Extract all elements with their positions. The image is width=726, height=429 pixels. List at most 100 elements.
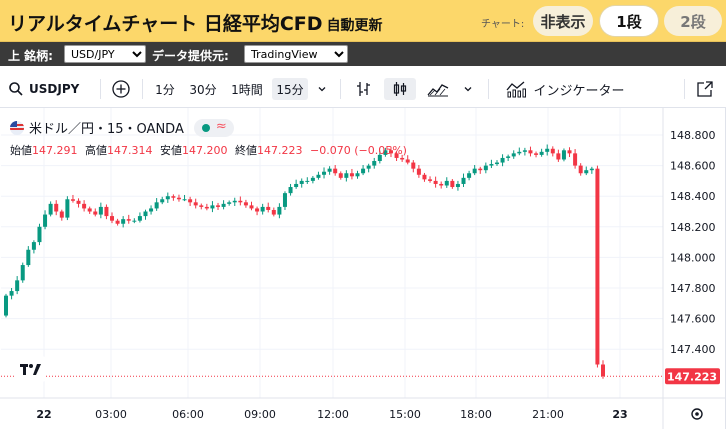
provider-select[interactable]: TradingView: [244, 45, 348, 63]
candle-body: [428, 179, 433, 181]
indicators-icon: [506, 81, 527, 98]
candle-body: [489, 164, 494, 166]
symbol-select[interactable]: USD/JPY: [64, 45, 146, 63]
open-value: 147.291: [32, 144, 78, 157]
toolbar-divider: [100, 79, 101, 99]
toolbar-divider: [340, 79, 341, 99]
x-tick-label: 22: [36, 408, 51, 421]
indicators-button[interactable]: インジケーター: [498, 78, 632, 100]
candle-body: [243, 202, 248, 206]
toolbar-divider: [684, 79, 685, 99]
candle-body: [305, 180, 310, 182]
chart-mode-label: チャート:: [481, 19, 525, 30]
interval-30m[interactable]: 30分: [189, 82, 217, 97]
legend-symbol-title: 米ドル／円・15・OANDA: [29, 122, 184, 137]
market-status-pill[interactable]: ≈: [193, 118, 234, 137]
candle-body: [394, 153, 399, 158]
one-row-button[interactable]: 1段: [600, 6, 658, 36]
candle-body: [439, 183, 444, 186]
candle-body: [349, 173, 354, 177]
candle-body: [511, 153, 516, 157]
candle-body: [455, 183, 460, 188]
candle-body: [271, 209, 276, 215]
candle-body: [595, 168, 600, 365]
candle-body: [277, 206, 282, 215]
candle-body: [87, 208, 92, 212]
candle-body: [601, 364, 605, 377]
selector-bar: 上 銘柄: USD/JPY データ提供元: TradingView: [0, 42, 726, 66]
search-icon: [9, 82, 23, 96]
y-tick-label: 148.800: [670, 129, 716, 142]
tradingview-logo-icon: [23, 364, 26, 375]
toolbar-divider: [488, 79, 489, 99]
candle-body: [472, 168, 477, 174]
candle-body: [255, 208, 260, 212]
interval-1m[interactable]: 1分: [155, 82, 175, 97]
low-value: 147.200: [182, 144, 228, 157]
chart-toolbar: USDJPY 1分 30分 1時間 15分 インジケーター: [0, 70, 726, 108]
candle-body: [76, 200, 81, 204]
open-label: 始値: [10, 144, 32, 157]
candle-body: [154, 202, 159, 209]
y-tick-label: 148.600: [670, 160, 716, 173]
candle-body: [54, 203, 59, 212]
candle-body: [405, 159, 410, 163]
candle-body: [483, 165, 488, 171]
interval-1h[interactable]: 1時間: [231, 82, 263, 97]
candle-body: [4, 295, 8, 316]
candle-body: [450, 180, 455, 188]
candle-body: [467, 173, 472, 178]
tradingview-logo-icon: [29, 364, 33, 368]
auto-update-label: 自動更新: [326, 18, 383, 34]
two-row-button[interactable]: 2段: [664, 6, 722, 36]
candle-body: [355, 173, 360, 177]
candlestick-chart[interactable]: 148.800 148.600 148.400 148.200 148.000 147.8…: [0, 108, 725, 429]
candle-body: [48, 203, 53, 215]
candle-body: [193, 202, 198, 206]
close-value: 147.223: [257, 144, 303, 157]
interval-15m[interactable]: 15分: [272, 78, 308, 100]
candle-body: [444, 180, 449, 186]
candle-body: [422, 174, 427, 180]
add-compare-button[interactable]: [108, 78, 134, 100]
candle-body: [199, 205, 204, 207]
market-open-dot-icon: [201, 123, 210, 132]
candle-body: [584, 170, 589, 174]
popout-button[interactable]: [692, 78, 718, 100]
candle-body: [59, 211, 64, 218]
tradingview-logo-icon: [33, 364, 41, 375]
candle-body: [433, 180, 438, 184]
toolbar-divider: [142, 79, 143, 99]
candle-body: [299, 180, 304, 184]
candle-body: [160, 199, 165, 203]
bar-style-icon: [357, 82, 370, 96]
candle-body: [556, 153, 561, 160]
y-tick-label: 148.400: [670, 190, 716, 203]
candle-style-button[interactable]: [384, 78, 416, 100]
x-tick-label: 03:00: [95, 408, 127, 421]
candle-body: [567, 150, 572, 154]
bar-style-button[interactable]: [350, 78, 378, 100]
interval-dropdown[interactable]: [312, 78, 332, 100]
candle-body: [176, 197, 181, 200]
candle-body: [282, 193, 287, 207]
x-tick-label: 09:00: [244, 408, 276, 421]
candle-body: [478, 168, 483, 171]
candle-body: [149, 208, 154, 212]
candle-body: [388, 150, 393, 154]
hide-chart-button[interactable]: 非表示: [533, 6, 593, 36]
candle-body: [500, 157, 505, 163]
candle-body: [461, 177, 466, 184]
high-label: 高値: [85, 144, 107, 157]
area-style-button[interactable]: [424, 78, 452, 100]
candle-body: [561, 150, 566, 160]
candle-body: [132, 220, 137, 222]
chart-style-dropdown[interactable]: [458, 78, 478, 100]
symbol-search-button[interactable]: USDJPY: [8, 78, 88, 100]
candle-body: [366, 165, 371, 169]
candle-body: [70, 199, 75, 201]
candle-body: [416, 168, 421, 175]
top-banner: リアルタイムチャート 日経平均CFD 自動更新 チャート: 非表示 1段 2段: [0, 0, 726, 42]
candle-body: [545, 148, 550, 152]
symbol-select-label: 上 銘柄:: [8, 49, 53, 63]
